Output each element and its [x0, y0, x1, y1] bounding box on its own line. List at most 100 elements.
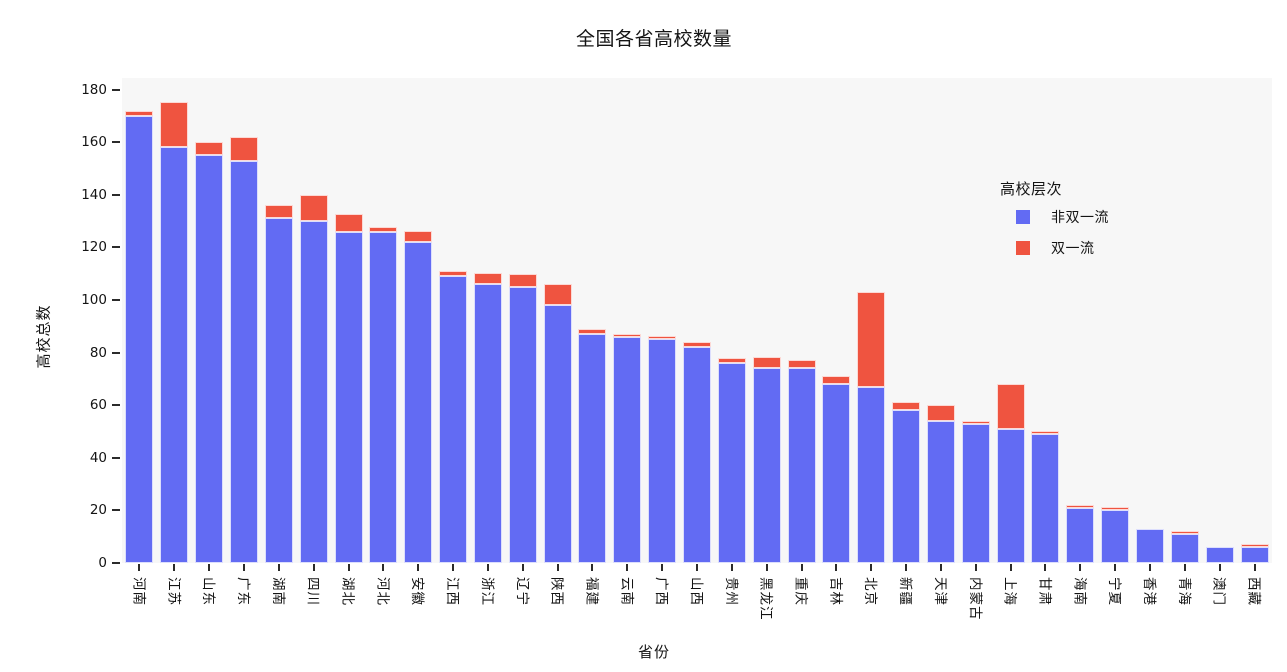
x-tick-label-江苏: 江苏 [165, 577, 182, 606]
x-tick-mark [452, 564, 455, 571]
x-tick-mark [556, 564, 559, 571]
x-tick-mark [939, 564, 942, 571]
y-tick-mark [112, 299, 120, 301]
x-tick-mark [800, 564, 803, 571]
x-tick-label-福建: 福建 [583, 577, 600, 606]
y-tick-label: 100 [81, 292, 107, 308]
bar-segment-贵州-非双一流 [717, 363, 746, 563]
bar-内蒙古 [961, 421, 990, 563]
bar-广东 [229, 137, 258, 563]
bar-segment-河南-双一流 [125, 111, 154, 116]
bar-segment-浙江-非双一流 [473, 284, 502, 563]
plot-area [122, 78, 1272, 563]
x-tick-label-西藏: 西藏 [1245, 577, 1262, 606]
bar-segment-江西-非双一流 [439, 276, 468, 563]
legend-title: 高校层次 [1000, 180, 1063, 198]
bar-辽宁 [508, 274, 537, 563]
bar-segment-湖南-双一流 [264, 205, 293, 218]
bar-吉林 [822, 376, 851, 563]
bar-甘肃 [1031, 431, 1060, 563]
y-tick-label: 180 [81, 81, 107, 98]
bar-陕西 [543, 284, 572, 563]
bar-segment-黑龙江-非双一流 [752, 368, 781, 563]
bar-江苏 [160, 102, 189, 563]
x-tick-label-内蒙古: 内蒙古 [966, 577, 983, 621]
x-tick-label-北京: 北京 [862, 577, 879, 606]
bar-浙江 [473, 273, 502, 563]
bar-segment-天津-非双一流 [926, 421, 955, 563]
x-tick-mark [138, 564, 141, 571]
bar-segment-广东-双一流 [229, 137, 258, 161]
x-tick-label-香港: 香港 [1141, 577, 1158, 606]
x-tick-mark [486, 564, 489, 571]
bar-segment-广东-非双一流 [229, 161, 258, 563]
bar-segment-甘肃-非双一流 [1031, 434, 1060, 563]
bar-segment-上海-非双一流 [996, 429, 1025, 563]
bar-天津 [926, 405, 955, 563]
x-tick-label-云南: 云南 [618, 577, 635, 606]
y-tick-label: 60 [89, 397, 107, 414]
bar-segment-青海-双一流 [1170, 531, 1199, 534]
bar-segment-浙江-双一流 [473, 273, 502, 284]
x-tick-mark [1114, 564, 1117, 571]
bar-segment-云南-非双一流 [613, 337, 642, 563]
bar-河南 [125, 111, 154, 563]
bar-segment-上海-双一流 [996, 384, 1025, 429]
x-tick-label-山东: 山东 [200, 577, 217, 606]
bar-segment-山东-双一流 [195, 142, 224, 155]
bar-湖南 [264, 205, 293, 563]
bar-segment-湖南-非双一流 [264, 218, 293, 563]
x-tick-mark [730, 564, 733, 571]
legend-swatch-非双一流 [1016, 210, 1030, 224]
bar-segment-吉林-非双一流 [822, 384, 851, 563]
x-tick-mark [591, 564, 594, 571]
x-tick-label-广东: 广东 [234, 577, 251, 606]
bar-segment-广西-双一流 [648, 336, 677, 339]
x-tick-mark [382, 564, 385, 571]
bar-segment-云南-双一流 [613, 334, 642, 337]
x-tick-mark [905, 564, 908, 571]
bar-安徽 [404, 231, 433, 563]
x-tick-mark [696, 564, 698, 571]
bar-广西 [648, 336, 677, 563]
x-tick-mark [521, 564, 524, 571]
bar-segment-陕西-双一流 [543, 284, 572, 305]
bar-segment-黑龙江-双一流 [752, 357, 781, 368]
y-tick-mark [112, 562, 120, 564]
bar-segment-四川-双一流 [299, 195, 328, 221]
bar-福建 [578, 329, 607, 563]
bar-segment-安徽-双一流 [404, 231, 433, 242]
x-tick-label-河南: 河南 [130, 577, 147, 606]
x-axis-title: 省份 [637, 643, 670, 661]
x-tick-label-湖北: 湖北 [339, 577, 356, 606]
bar-segment-江苏-非双一流 [160, 147, 189, 563]
bar-新疆 [892, 402, 921, 563]
bar-segment-北京-非双一流 [857, 387, 886, 563]
bar-segment-内蒙古-双一流 [961, 421, 990, 424]
y-tick-mark [112, 193, 120, 196]
bar-segment-北京-双一流 [857, 292, 886, 387]
x-tick-label-安徽: 安徽 [409, 577, 426, 606]
legend-label: 非双一流 [1051, 210, 1109, 226]
x-tick-label-辽宁: 辽宁 [513, 577, 530, 606]
x-tick-label-广西: 广西 [653, 577, 670, 606]
bar-湖北 [334, 213, 363, 563]
bar-海南 [1066, 505, 1095, 563]
y-tick-mark [112, 404, 120, 407]
legend-swatch-双一流 [1016, 241, 1030, 255]
bar-segment-河北-非双一流 [369, 232, 398, 563]
bar-segment-福建-双一流 [578, 329, 607, 334]
bar-segment-江苏-双一流 [160, 102, 189, 147]
bar-山东 [195, 142, 224, 563]
bar-河北 [369, 226, 398, 563]
x-tick-label-四川: 四川 [304, 577, 321, 606]
x-tick-mark [277, 564, 280, 571]
bar-segment-西藏-非双一流 [1240, 547, 1269, 563]
x-tick-mark [347, 564, 350, 571]
bar-黑龙江 [752, 357, 781, 563]
x-tick-label-黑龙江: 黑龙江 [757, 577, 774, 621]
y-tick-mark [112, 351, 120, 354]
x-tick-mark [1149, 564, 1152, 571]
bar-segment-重庆-双一流 [787, 360, 816, 368]
